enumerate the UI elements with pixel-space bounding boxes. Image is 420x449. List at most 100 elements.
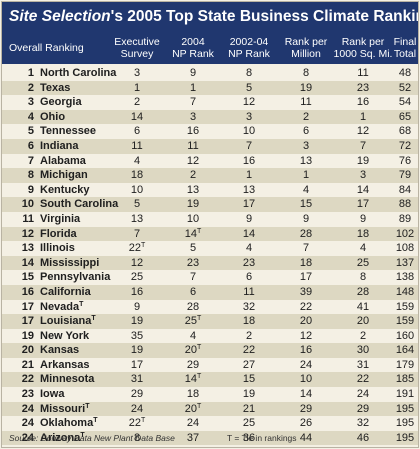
cell-2002-04-np-rank: 18: [242, 315, 256, 328]
cell-final-total: 160: [395, 329, 415, 342]
cell-2002-04-np-rank: 5: [245, 81, 253, 94]
cell-rank-per-sqmi: 17: [356, 198, 370, 211]
cell-rank-per-million: 26: [299, 417, 313, 430]
cell-executive-survey: 16: [130, 285, 144, 298]
cell-rank-per-million: 10: [299, 373, 313, 386]
cell-executive-survey: 14: [130, 110, 144, 123]
cell-rank-per-million: 12: [299, 329, 313, 342]
cell-executive-survey: 10: [130, 183, 144, 196]
cell-overall-rank: 2: [27, 81, 34, 94]
cell-rank-per-sqmi: 32: [356, 417, 370, 430]
table-row: 9 Kentucky 10 13 13 4 14 84: [2, 183, 418, 198]
cell-2004-np-rank: 24: [186, 417, 200, 430]
cell-rank-per-million: 17: [299, 271, 313, 284]
table-row: 24 MissouriT 24 20T 21 29 29 195: [2, 401, 418, 417]
cell-2002-04-np-rank: 2: [245, 329, 253, 342]
table-row: 20 Kansas 19 20T 22 16 30 164: [2, 343, 418, 358]
cell-overall-rank: 24: [21, 402, 34, 415]
cell-overall-rank: 11: [22, 212, 34, 225]
tie-marker: T: [91, 315, 96, 323]
cell-rank-per-million: 6: [302, 125, 310, 138]
cell-executive-survey: 24: [130, 402, 144, 415]
cell-rank-per-sqmi: 24: [356, 388, 370, 401]
cell-state-name: Illinois: [40, 242, 75, 255]
table-row: 2 Texas 1 1 5 19 23 52: [2, 80, 418, 96]
cell-rank-per-million: 15: [299, 198, 313, 211]
tie-marker: T: [196, 344, 202, 352]
cell-executive-survey: 17: [130, 358, 144, 371]
cell-final-total: 89: [398, 212, 412, 225]
cell-overall-rank: 17: [21, 315, 34, 328]
cell-overall-rank: 6: [27, 139, 34, 152]
cell-2004-np-rank: 23: [186, 256, 200, 269]
column-header-row: Overall Ranking Executive Survey 2004 NP…: [2, 32, 418, 64]
cell-executive-survey: 19: [130, 344, 144, 357]
cell-rank-per-million: 14: [299, 388, 313, 401]
table-row: 17 NevadaT 9 28 32 22 41 159: [2, 300, 418, 315]
cell-rank-per-million: 13: [299, 154, 313, 167]
cell-final-total: 48: [398, 67, 412, 79]
cell-final-total: 79: [398, 169, 412, 182]
tie-marker: T: [196, 373, 202, 381]
cell-rank-per-million: 9: [302, 212, 310, 225]
table-row: 8 Michigan 18 2 1 1 3 79: [2, 168, 418, 183]
cell-executive-survey: 22T: [128, 417, 146, 430]
cell-final-total: 76: [398, 154, 412, 167]
table-footer: Source: Conway Data New Plant Data Base …: [2, 430, 418, 446]
cell-2002-04-np-rank: 36: [242, 431, 256, 444]
cell-rank-per-million: 16: [299, 344, 313, 357]
header-overall-ranking: Overall Ranking: [9, 42, 84, 54]
cell-rank-per-sqmi: 3: [359, 169, 367, 182]
cell-rank-per-sqmi: 22: [356, 373, 370, 386]
cell-final-total: 164: [395, 344, 415, 357]
cell-2002-04-np-rank: 4: [245, 242, 253, 255]
cell-state-name: Florida: [40, 227, 77, 240]
cell-rank-per-sqmi: 29: [356, 402, 370, 415]
table-row: 23 Iowa 29 18 19 14 24 191: [2, 387, 418, 402]
cell-executive-survey: 6: [133, 125, 141, 138]
cell-final-total: 72: [398, 139, 412, 152]
source-note: Source: Conway Data New Plant Data Base: [9, 433, 175, 443]
cell-executive-survey: 29: [130, 388, 144, 401]
title-rest: 's 2005 Top State Business Climate Ranki…: [110, 8, 418, 25]
cell-rank-per-sqmi: 41: [356, 300, 370, 313]
header-executive-survey: Executive Survey: [107, 36, 167, 60]
cell-overall-rank: 1: [27, 67, 34, 79]
cell-final-total: 191: [395, 388, 415, 401]
cell-overall-rank: 7: [27, 154, 34, 167]
tie-legend: T = Tie in rankings: [227, 433, 297, 443]
cell-overall-rank: 8: [27, 169, 34, 182]
tie-marker: T: [79, 300, 84, 308]
tie-marker: T: [85, 402, 90, 410]
cell-2004-np-rank: 7: [189, 271, 197, 284]
cell-final-total: 138: [395, 271, 415, 284]
cell-2002-04-np-rank: 23: [242, 256, 256, 269]
cell-2004-np-rank: 12: [186, 154, 200, 167]
cell-rank-per-sqmi: 9: [359, 212, 367, 225]
cell-2002-04-np-rank: 1: [245, 169, 253, 182]
cell-rank-per-million: 8: [302, 67, 310, 79]
cell-overall-rank: 24: [21, 417, 34, 430]
cell-executive-survey: 13: [130, 212, 144, 225]
header-per-sqmi-line2: 1000 Sq. Mi.: [333, 48, 393, 60]
cell-executive-survey: 3: [133, 67, 141, 79]
cell-overall-rank: 17: [21, 300, 34, 313]
cell-final-total: 159: [395, 315, 415, 328]
cell-2004-np-rank: 1: [189, 81, 197, 94]
cell-state-name: Iowa: [40, 388, 65, 401]
cell-overall-rank: 24: [21, 431, 34, 444]
cell-state-name: Minnesota: [40, 373, 95, 386]
cell-executive-survey: 5: [133, 198, 141, 211]
cell-rank-per-sqmi: 7: [359, 139, 367, 152]
table-row: 12 Florida 7 14T 14 28 18 102: [2, 226, 418, 242]
cell-rank-per-million: 18: [299, 256, 313, 269]
header-2002-04-line2: NP Rank: [228, 48, 270, 60]
tie-marker: T: [93, 417, 98, 425]
cell-state-name: Georgia: [40, 96, 82, 109]
cell-2002-04-np-rank: 22: [242, 344, 256, 357]
cell-overall-rank: 22: [21, 373, 34, 386]
table-row: 1 North Carolina 3 9 8 8 11 48: [2, 66, 418, 81]
header-executive-line1: Executive: [114, 36, 160, 48]
cell-2004-np-rank: 20T: [184, 402, 202, 415]
